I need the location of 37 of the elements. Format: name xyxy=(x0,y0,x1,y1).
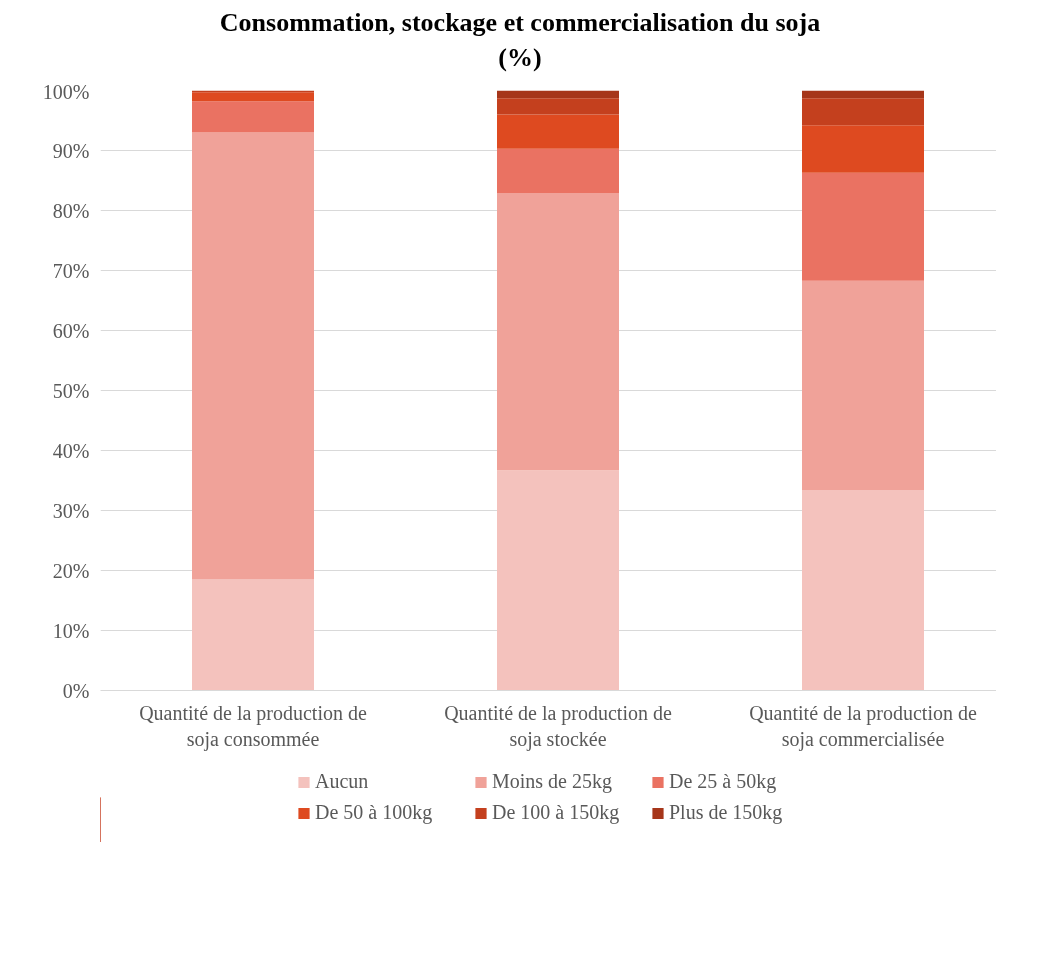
legend-label: Plus de 150kg xyxy=(669,801,784,825)
y-tick-label: 50% xyxy=(52,379,90,402)
legend-label: De 25 à 50kg xyxy=(669,770,778,794)
y-tick-label: 80% xyxy=(52,199,90,222)
bar xyxy=(497,98,619,115)
bar xyxy=(802,490,924,691)
legend-label: De 100 à 150kg xyxy=(492,801,621,825)
legend-label: Aucun xyxy=(315,770,370,794)
legend-label: Moins de 25kg xyxy=(492,770,613,794)
bar xyxy=(192,132,314,580)
bar xyxy=(802,90,924,99)
y-tick-label: 10% xyxy=(52,619,90,642)
bar xyxy=(192,92,314,102)
bar xyxy=(497,90,619,99)
bar xyxy=(802,98,924,126)
legend-label: De 50 à 100kg xyxy=(315,801,434,825)
chart-title: Consommation, stockage et commercialisation du soja (%) xyxy=(219,7,821,75)
bar xyxy=(497,114,619,149)
y-tick-label: 60% xyxy=(52,319,90,342)
y-tick-label: 30% xyxy=(52,499,90,522)
bar xyxy=(192,579,314,691)
bar xyxy=(802,125,924,173)
bar xyxy=(497,193,619,471)
y-tick-label: 100% xyxy=(42,80,90,103)
y-tick-label: 20% xyxy=(52,559,90,582)
x-tick-label: Quantité de la production de soja stockée xyxy=(444,701,672,752)
y-tick-label: 0% xyxy=(62,679,90,702)
y-tick-label: 40% xyxy=(52,439,90,462)
y-tick-label: 70% xyxy=(52,259,90,282)
bar xyxy=(497,470,619,691)
x-tick-label: Quantité de la production de soja consommée xyxy=(139,701,367,752)
x-tick-label: Quantité de la production de soja commercialisée xyxy=(749,701,977,752)
bar xyxy=(497,148,619,194)
bar xyxy=(802,172,924,281)
y-tick-label: 90% xyxy=(52,139,90,162)
bar xyxy=(802,280,924,491)
bar xyxy=(192,101,314,133)
